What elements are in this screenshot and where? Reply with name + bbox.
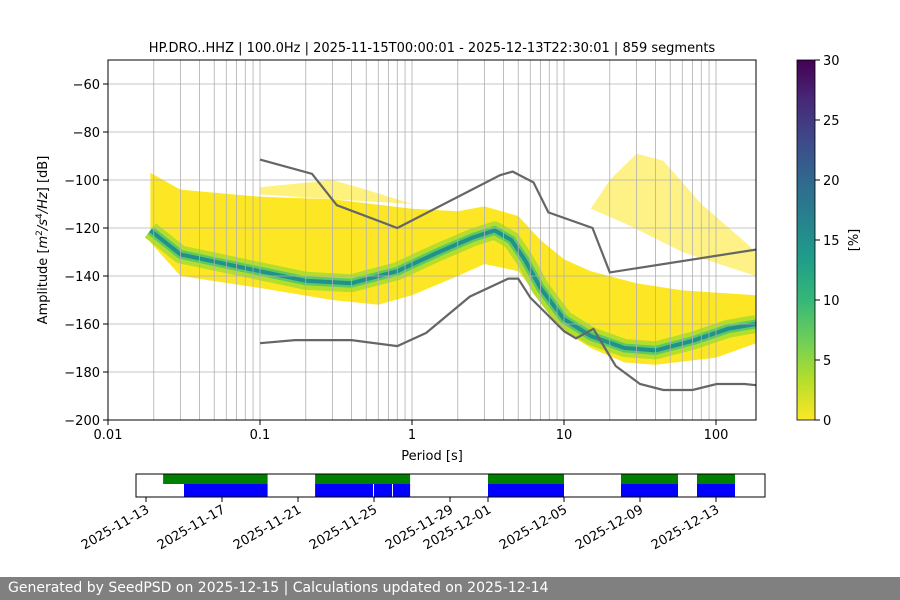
data-availability-timeline: 2025-11-13 2025-11-17 2025-11-21 2025-11-25… (79, 473, 766, 553)
x-tick-label: 0.1 (250, 428, 271, 443)
timeline-tick-label: 2025-12-05 (497, 502, 570, 553)
plot-frame (107, 59, 757, 421)
low-noise-model-line (259, 277, 756, 392)
timeline-tick-label: 2025-11-25 (307, 502, 380, 553)
ppsd-plot: 0.01 0.1 1 10 100 −200 −180 −160 −140 −120 −100 −80… (64, 59, 757, 443)
chart-title: HP.DRO..HHZ | 100.0Hz | 2025-11-15T00:00… (149, 41, 716, 56)
x-tick-label: 0.01 (94, 428, 123, 443)
colorbar-label: [%] (847, 229, 862, 252)
colorbar: 0 5 10 15 20 25 30 (796, 54, 840, 429)
x-tick-label: 10 (556, 428, 573, 443)
psd-used-bar (374, 484, 393, 497)
timeline-tick-label: 2025-11-17 (155, 502, 228, 553)
colorbar-bar (796, 59, 816, 421)
psd-density-low (150, 172, 756, 365)
x-tick-label: 1 (408, 428, 416, 443)
colorbar-tick-label: 5 (823, 354, 831, 369)
data-available-bar (621, 474, 678, 484)
x-axis-label: Period [s] (401, 449, 463, 464)
psd-used-bar (315, 484, 374, 497)
y-tick-label: −140 (64, 270, 100, 285)
data-available-bar (163, 474, 268, 484)
psd-used-bar (697, 484, 735, 497)
y-tick-label: −60 (73, 78, 100, 93)
psd-used-bar (488, 484, 564, 497)
y-axis-label: Amplitude [m2/s4/Hz] [dB] (35, 156, 51, 325)
y-tick-label: −200 (64, 414, 100, 429)
data-available-bar (697, 474, 735, 484)
colorbar-tick-label: 20 (823, 174, 840, 189)
colorbar-tick-label: 0 (823, 414, 831, 429)
colorbar-tick-label: 30 (823, 54, 840, 69)
colorbar-tick-label: 15 (823, 234, 840, 249)
psd-density-sparse (260, 180, 412, 204)
footer-text: Generated by SeedPSD on 2025-12-15 | Cal… (0, 577, 900, 600)
colorbar-tick-label: 10 (823, 294, 840, 309)
timeline-tick-label: 2025-12-09 (573, 502, 646, 553)
y-tick-label: −120 (64, 222, 100, 237)
y-tick-label: −160 (64, 318, 100, 333)
psd-density-sparse (590, 153, 756, 276)
data-available-bar (488, 474, 564, 484)
high-noise-model-line (259, 158, 756, 274)
psd-used-bar (393, 484, 411, 497)
ppsd-figure: HP.DRO..HHZ | 100.0Hz | 2025-11-15T00:00… (35, 41, 862, 553)
y-tick-label: −180 (64, 366, 100, 381)
colorbar-tick-label: 25 (823, 114, 840, 129)
psd-density-high (149, 228, 756, 353)
psd-used-bar (621, 484, 678, 497)
data-available-bar (315, 474, 411, 484)
psd-used-bar (184, 484, 268, 497)
plot-content (108, 60, 756, 420)
x-tick-label: 100 (704, 428, 729, 443)
y-tick-label: −100 (64, 174, 100, 189)
y-tick-label: −80 (73, 126, 100, 141)
timeline-tick-label: 2025-11-21 (231, 502, 304, 553)
timeline-tick-label: 2025-12-13 (649, 502, 722, 553)
timeline-tick-label: 2025-11-13 (79, 502, 152, 553)
